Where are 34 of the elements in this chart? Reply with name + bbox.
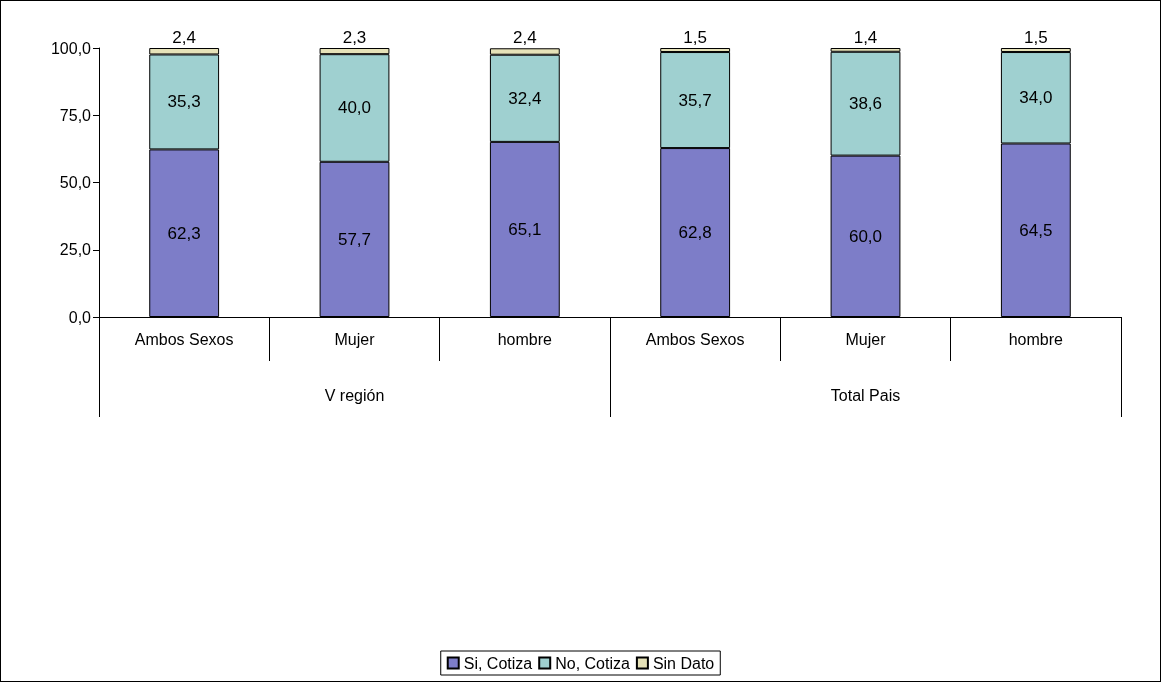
data-label: 32,4 xyxy=(508,88,542,108)
data-label: 40,0 xyxy=(337,98,372,118)
data-label: 62,3 xyxy=(167,223,201,243)
data-label: 2,4 xyxy=(172,28,196,47)
x-tick-label: Mujer xyxy=(334,330,376,348)
y-tick-label: 0,0 xyxy=(68,308,92,326)
data-label: 64,5 xyxy=(1019,220,1053,240)
data-label: 57,7 xyxy=(337,229,372,249)
y-tick-label: 75,0 xyxy=(59,106,92,124)
data-label: 2,3 xyxy=(342,28,367,47)
data-label: 35,7 xyxy=(678,90,712,110)
data-label: 1,5 xyxy=(683,28,707,47)
x-tick-label: hombre xyxy=(497,330,553,348)
legend-label: Si, Cotiza xyxy=(463,654,533,672)
data-label: 60,0 xyxy=(848,226,883,246)
data-label: 2,4 xyxy=(513,28,537,48)
text: Total Pais xyxy=(830,386,901,404)
data-label: 1,4 xyxy=(853,28,878,47)
data-label: 34,0 xyxy=(1019,88,1053,108)
data-label: 62,8 xyxy=(678,223,712,243)
legend-label: No, Cotiza xyxy=(555,654,630,672)
text: V región xyxy=(324,386,385,404)
x-tick-label: Mujer xyxy=(845,330,887,348)
data-label: 38,6 xyxy=(848,94,883,114)
data-label: 1,5 xyxy=(1024,28,1048,47)
legend-label: Sin Dato xyxy=(652,654,715,672)
x-tick-label: Ambos Sexos xyxy=(645,330,745,348)
y-tick-label: 25,0 xyxy=(59,241,92,259)
y-tick-label: 50,0 xyxy=(59,174,92,191)
data-label: 35,3 xyxy=(167,92,201,112)
y-tick-label: 100,0 xyxy=(50,39,92,57)
x-tick-label: Ambos Sexos xyxy=(134,330,234,348)
data-label: 65,1 xyxy=(508,219,542,239)
x-tick-label: hombre xyxy=(1008,330,1064,348)
